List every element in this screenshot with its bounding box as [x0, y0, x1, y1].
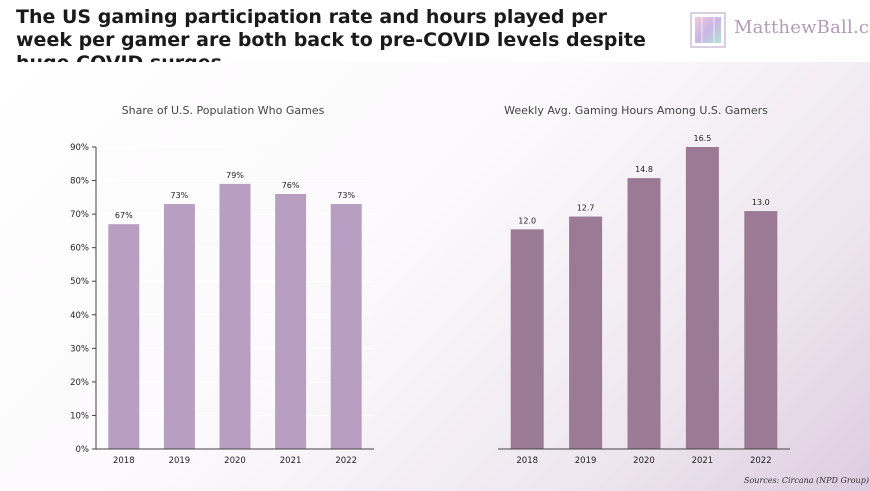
- y-tick-label: 0%: [76, 445, 90, 455]
- data-label: 12.0: [518, 216, 536, 225]
- bar: [569, 216, 603, 449]
- bar: [275, 193, 307, 449]
- y-tick-label: 60%: [70, 244, 89, 254]
- data-label: 76%: [282, 181, 300, 190]
- x-tick-label: 2018: [113, 456, 135, 466]
- x-tick-label: 2022: [335, 456, 357, 466]
- chart-panel: [0, 62, 870, 491]
- y-tick-label: 70%: [70, 210, 89, 220]
- x-tick-label: 2019: [169, 456, 191, 466]
- y-tick-label: 80%: [70, 177, 89, 187]
- x-tick-label: 2018: [516, 456, 538, 466]
- bar: [163, 204, 195, 449]
- x-tick-label: 2020: [633, 456, 655, 466]
- chart-share-population: Share of U.S. Population Who Games 0% 10% 2…: [70, 104, 374, 466]
- x-tick-label: 2022: [750, 456, 772, 466]
- bar: [108, 224, 140, 449]
- x-tick-label: 2021: [692, 456, 714, 466]
- data-label: 73%: [171, 191, 189, 200]
- y-tick-label: 20%: [70, 378, 89, 388]
- data-label: 67%: [115, 211, 133, 220]
- bar: [627, 178, 661, 449]
- data-label: 79%: [226, 171, 244, 180]
- page-title: The US gaming participation rate and hou…: [16, 6, 646, 74]
- chart-title: Share of U.S. Population Who Games: [122, 104, 325, 117]
- chart-title: Weekly Avg. Gaming Hours Among U.S. Game…: [504, 104, 768, 117]
- y-tick-label: 30%: [70, 344, 89, 354]
- source-note: Sources: Circana (NPD Group): [744, 476, 869, 485]
- y-tick-label: 90%: [70, 143, 89, 153]
- data-label: 13.0: [752, 198, 770, 207]
- bar: [685, 147, 719, 449]
- bar: [330, 204, 362, 449]
- bar: [510, 229, 544, 449]
- chart-weekly-hours: Weekly Avg. Gaming Hours Among U.S. Game…: [498, 104, 790, 466]
- data-label: 73%: [337, 191, 355, 200]
- bar: [219, 183, 251, 449]
- x-tick-label: 2020: [224, 456, 246, 466]
- data-label: 16.5: [693, 134, 711, 143]
- header: The US gaming participation rate and hou…: [0, 0, 870, 74]
- x-tick-label: 2019: [575, 456, 597, 466]
- y-tick-label: 10%: [70, 411, 89, 421]
- logo-icon: [690, 12, 726, 48]
- bar: [744, 211, 778, 449]
- y-tick-label: 50%: [70, 277, 89, 287]
- x-tick-label: 2021: [280, 456, 302, 466]
- data-label: 14.8: [635, 165, 653, 174]
- y-tick-label: 40%: [70, 311, 89, 321]
- data-label: 12.7: [577, 204, 595, 213]
- brand-name: MatthewBall.co: [734, 17, 870, 38]
